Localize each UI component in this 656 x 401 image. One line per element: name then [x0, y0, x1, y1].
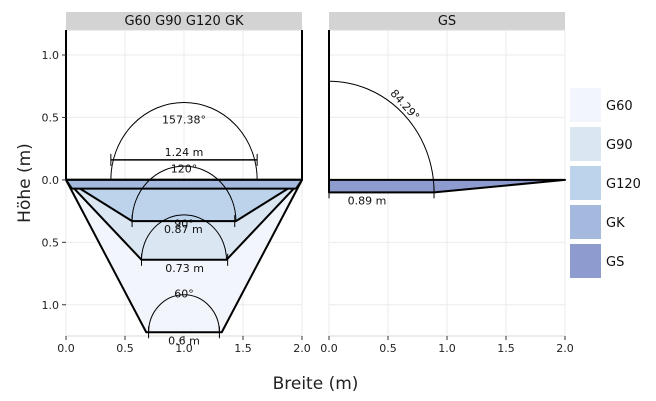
- legend-key-gk: [570, 205, 601, 239]
- legend-key-g90: [570, 127, 601, 161]
- x-tick-label: 1.0: [175, 342, 193, 355]
- x-tick-label: 0.0: [57, 342, 75, 355]
- x-tick-label: 2.0: [556, 342, 574, 355]
- angle-label: 120°: [171, 162, 198, 175]
- legend-label-g90: G90: [606, 138, 633, 153]
- legend-key-g60: [570, 88, 601, 122]
- x-tick-label: 0.0: [320, 342, 338, 355]
- x-tick-label: 2.0: [293, 342, 311, 355]
- y-tick-label: 0.5: [42, 111, 60, 124]
- legend-key-g120: [570, 166, 601, 200]
- y-axis-title: Höhe (m): [15, 143, 35, 223]
- panel-strip: [66, 12, 302, 30]
- x-tick-label: 0.5: [116, 342, 134, 355]
- angle-label: 60°: [174, 287, 194, 300]
- width-label: 0.6 m: [168, 334, 200, 347]
- y-tick-label: 1.0: [42, 49, 60, 62]
- angle-arc: [110, 101, 258, 180]
- legend-label-gs: GS: [606, 255, 624, 270]
- legend-label-gk: GK: [606, 216, 625, 231]
- angle-arc: [148, 294, 220, 333]
- y-tick-label: 0.5: [42, 236, 60, 249]
- panel-strip-label: G60 G90 G120 GK: [124, 14, 244, 29]
- x-tick-label: 0.5: [379, 342, 397, 355]
- width-label: 0.89 m: [348, 194, 387, 207]
- x-tick-label: 1.0: [438, 342, 456, 355]
- legend-label-g60: G60: [606, 99, 633, 114]
- panel-strip-label: GS: [438, 14, 456, 29]
- angle-arc: [131, 165, 237, 222]
- y-tick-label: 1.0: [42, 299, 60, 312]
- y-tick-label: 0.0: [42, 174, 60, 187]
- series-gk-area: [65, 178, 303, 190]
- x-tick-label: 1.5: [234, 342, 252, 355]
- width-label: 1.24 m: [165, 146, 204, 159]
- legend-key-gs: [570, 244, 601, 278]
- width-label: 0.73 m: [165, 262, 204, 275]
- panel-strip: [329, 12, 565, 30]
- x-axis-title: Breite (m): [273, 374, 359, 394]
- angle-arc: [141, 214, 227, 260]
- angle-label: 157.38°: [162, 114, 206, 127]
- x-tick-label: 1.5: [497, 342, 515, 355]
- width-label: 0.87 m: [164, 223, 203, 236]
- angle-arc: [328, 80, 435, 193]
- legend-label-g120: G120: [606, 177, 641, 192]
